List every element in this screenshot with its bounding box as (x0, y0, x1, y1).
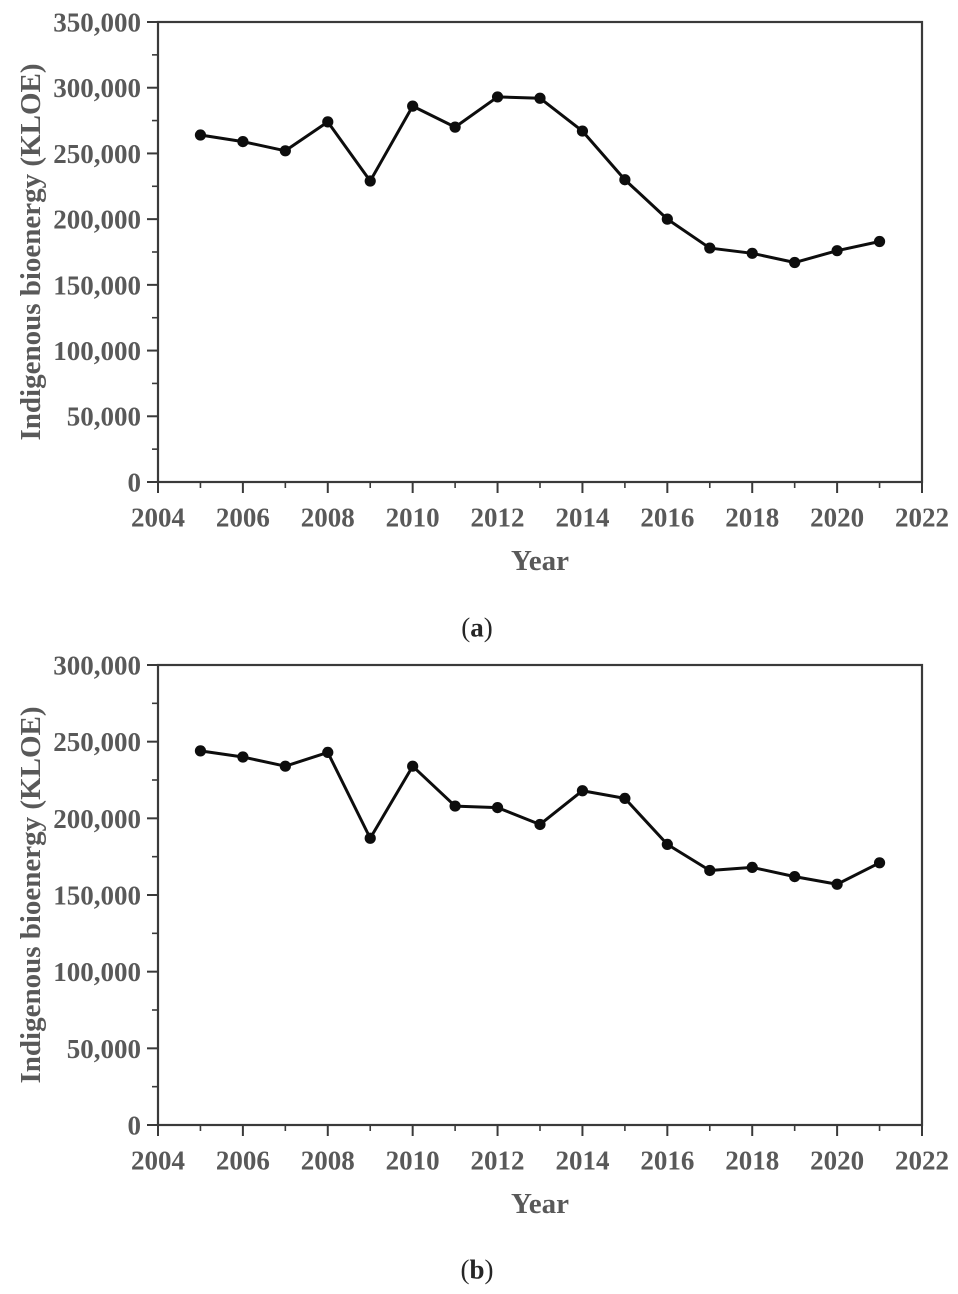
x-tick-label: 2016 (640, 1145, 694, 1175)
data-point (534, 92, 546, 104)
x-tick-label: 2018 (725, 1145, 779, 1175)
figure-panel-a: 0 50,000 100,000 150,000 200,000 250,000 300,0… (15, 7, 949, 642)
y-tick-label: 200,000 (53, 804, 141, 834)
x-tick-label: 2006 (216, 502, 270, 532)
data-point (491, 802, 504, 814)
y-tick-label: 150,000 (53, 880, 141, 910)
y-tick-label: 0 (128, 467, 142, 497)
data-point (661, 213, 673, 225)
data-point (789, 256, 801, 269)
data-point (746, 861, 758, 873)
panel-caption: (a) (461, 612, 493, 642)
x-tick-label: 2016 (640, 502, 694, 532)
data-point (407, 100, 419, 112)
data-point (576, 125, 589, 137)
data-point (279, 760, 291, 772)
y-tick-label: 250,000 (53, 727, 141, 757)
y-tick-label: 50,000 (67, 402, 141, 432)
x-tick-label: 2014 (555, 1145, 609, 1175)
data-point (364, 832, 376, 844)
panel-caption: (b) (460, 1254, 493, 1284)
x-tick-label: 2014 (555, 502, 609, 532)
x-tick-label: 2006 (216, 1145, 270, 1175)
y-tick-label: 300,000 (53, 73, 141, 103)
x-axis-title: Year (511, 545, 569, 577)
plot-border (156, 663, 924, 1127)
data-point (576, 785, 589, 797)
x-tick-label: 2020 (810, 1145, 864, 1175)
y-tick-label: 300,000 (53, 650, 141, 680)
y-tick-label: 250,000 (53, 139, 141, 169)
data-point (534, 818, 546, 831)
x-tick-label: 2004 (131, 502, 185, 532)
data-point (237, 136, 249, 148)
line-chart-a: 0 50,000 100,000 150,000 200,000 250,000 300,0… (15, 7, 949, 642)
data-point (407, 760, 419, 772)
data-point (873, 235, 886, 248)
data-point (237, 751, 249, 763)
x-tick-label: 2010 (386, 1145, 440, 1175)
data-point (661, 838, 673, 850)
y-axis-title: Indigenous bioenergy (KLOE) (15, 706, 47, 1083)
x-tick-label: 2008 (301, 502, 355, 532)
data-point (449, 121, 461, 133)
data-point (619, 174, 631, 186)
x-tick-label: 2010 (386, 502, 440, 532)
data-point (279, 145, 291, 157)
data-point (194, 129, 207, 141)
data-point (322, 116, 334, 128)
data-point (194, 745, 207, 757)
y-tick-label: 200,000 (53, 205, 141, 235)
x-tick-label: 2022 (895, 502, 949, 532)
y-tick-label: 0 (128, 1110, 142, 1140)
y-tick-label: 100,000 (53, 957, 141, 987)
x-tick-label: 2008 (301, 1145, 355, 1175)
data-point (449, 800, 461, 812)
data-point (619, 792, 631, 804)
x-tick-label: 2018 (725, 502, 779, 532)
data-point (873, 857, 886, 869)
x-tick-label: 2004 (131, 1145, 185, 1175)
data-point (322, 746, 334, 758)
y-tick-label: 100,000 (53, 336, 141, 366)
x-tick-label: 2022 (895, 1145, 949, 1175)
x-tick-label: 2012 (471, 502, 525, 532)
x-axis-title: Year (511, 1188, 569, 1220)
data-line (198, 749, 882, 886)
line-chart-b: 0 50,000 100,000 150,000 200,000 250,000 300,0… (15, 650, 949, 1284)
data-point (789, 871, 801, 883)
data-point (704, 864, 716, 877)
y-tick-label: 50,000 (67, 1034, 141, 1064)
data-point (746, 247, 758, 259)
data-line (198, 95, 882, 265)
data-point (491, 91, 504, 103)
x-tick-label: 2020 (810, 502, 864, 532)
data-point (831, 878, 843, 890)
plot-border (156, 20, 924, 484)
data-point (364, 175, 376, 187)
x-tick-label: 2012 (471, 1145, 525, 1175)
y-axis-title: Indigenous bioenergy (KLOE) (15, 63, 47, 440)
data-point (704, 242, 716, 254)
y-tick-label: 350,000 (53, 7, 141, 37)
figure-panel-b: 0 50,000 100,000 150,000 200,000 250,000 300,0… (0, 648, 958, 1294)
data-point (831, 245, 843, 257)
y-tick-label: 150,000 (53, 270, 141, 300)
